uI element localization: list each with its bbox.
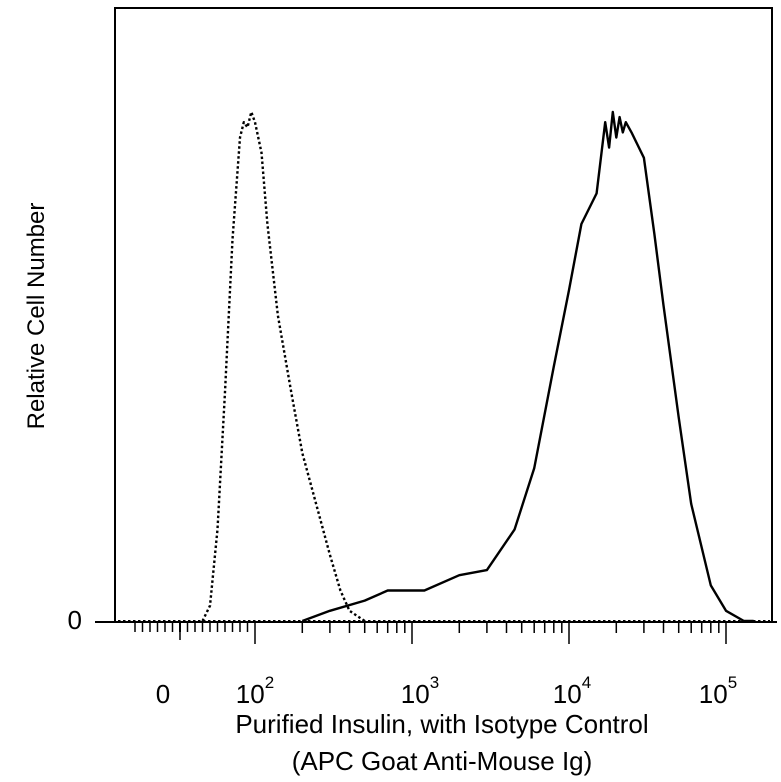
x-tick-label-2: 103 [401, 673, 439, 709]
insulin-histogram [301, 110, 754, 623]
x-tick-exp-1: 2 [265, 673, 274, 692]
x-axis-ticks [134, 622, 727, 644]
series-layer [118, 110, 770, 623]
x-axis-title-line1: Purified Insulin, with Isotype Control [235, 709, 648, 739]
x-tick-exp-3: 4 [582, 673, 591, 692]
y-axis-title: Relative Cell Number [23, 203, 50, 430]
x-tick-base-1: 10 [236, 679, 265, 709]
x-tick-label-3: 104 [553, 673, 591, 709]
x-tick-base-3: 10 [553, 679, 582, 709]
x-tick-base-4: 10 [699, 679, 728, 709]
x-tick-label-0: 0 [156, 679, 170, 709]
plot-frame [114, 7, 773, 623]
x-tick-exp-4: 5 [728, 673, 737, 692]
x-tick-label-1: 102 [236, 673, 274, 709]
x-tick-base-2: 10 [401, 679, 430, 709]
y-tick-label-0: 0 [68, 605, 82, 635]
x-tick-exp-2: 3 [430, 673, 439, 692]
isotype-control-histogram [201, 110, 366, 622]
x-tick-label-4: 105 [699, 673, 737, 709]
x-axis-title-line2: (APC Goat Anti-Mouse Ig) [292, 746, 593, 776]
